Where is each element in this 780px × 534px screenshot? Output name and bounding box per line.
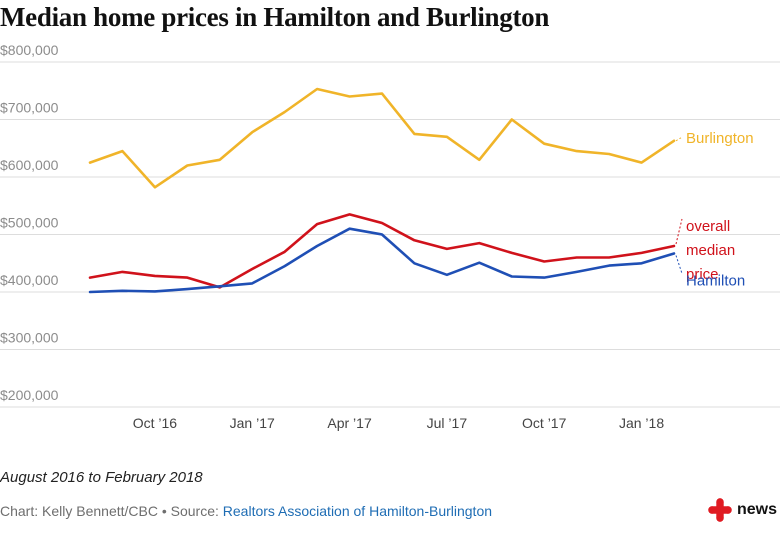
brand-wordmark: news [737, 501, 778, 518]
series-lines [88, 87, 676, 294]
x-tick-label: Oct ’17 [522, 415, 567, 431]
leader-line-burlington [675, 137, 682, 142]
y-tick-label: $600,000 [0, 157, 59, 173]
leader-line-hamilton [675, 255, 683, 274]
chart-credit: Chart: Kelly Bennett/CBC • Source: Realt… [0, 503, 492, 519]
x-tick-label: Jan ’17 [230, 415, 275, 431]
gridlines [0, 61, 780, 408]
series-label-burlington: Burlington [686, 130, 754, 147]
y-tick-label: $800,000 [0, 42, 59, 58]
credit-text: Chart: Kelly Bennett/CBC • Source: [0, 503, 223, 519]
y-tick-label: $500,000 [0, 215, 59, 231]
x-tick-label: Apr ’17 [327, 415, 372, 431]
x-tick-label: Jan ’18 [619, 415, 664, 431]
cbc-news-brand: news [706, 497, 777, 523]
series-line-overall [88, 213, 676, 289]
x-axis-ticks: Oct ’16 Jan ’17 Apr ’17 Jul ’17 Oct ’17 Jan ’… [133, 415, 665, 431]
cbc-gem-logo-icon [708, 498, 732, 522]
x-tick-label: Jul ’17 [427, 415, 468, 431]
source-link[interactable]: Realtors Association of Hamilton-Burling… [222, 503, 493, 519]
x-tick-label: Oct ’16 [133, 415, 178, 431]
series-label-overall-line: median [686, 242, 735, 259]
line-chart: $200,000 $300,000 $400,000 $500,000 $600,000… [0, 42, 780, 431]
series-line-burlington [88, 87, 676, 189]
y-tick-label: $300,000 [0, 330, 59, 346]
series-label-hamilton: Hamilton [686, 272, 745, 289]
leader-line-overall [675, 218, 683, 245]
series-line-hamilton [88, 227, 676, 294]
chart-title: Median home prices in Hamilton and Burli… [0, 2, 550, 32]
y-tick-label: $400,000 [0, 272, 59, 288]
y-tick-label: $700,000 [0, 100, 59, 116]
y-tick-label: $200,000 [0, 387, 59, 403]
series-label-overall-line: overall [686, 218, 730, 235]
y-axis-ticks: $200,000 $300,000 $400,000 $500,000 $600,000… [0, 42, 59, 403]
series-label-overall-line: price [686, 266, 719, 283]
date-range-subtitle: August 2016 to February 2018 [0, 469, 203, 486]
